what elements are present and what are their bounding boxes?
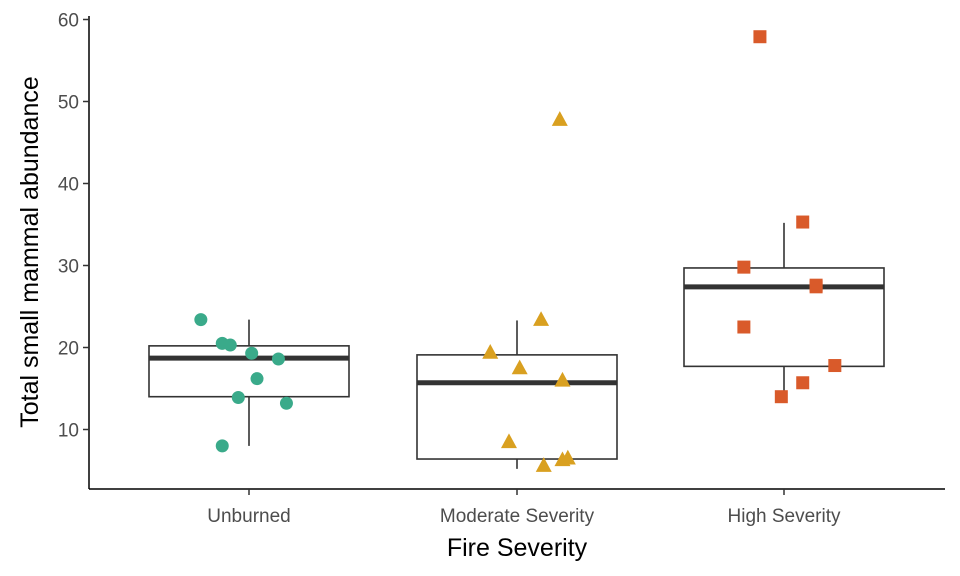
data-point-triangle <box>551 111 568 126</box>
y-ticks: 10 20 30 40 50 60 <box>58 11 89 442</box>
data-point-triangle <box>482 344 499 359</box>
data-point-square <box>796 376 810 390</box>
data-point-circle <box>194 313 208 327</box>
boxes <box>148 222 885 469</box>
data-point-square <box>753 30 767 44</box>
data-point-circle <box>279 396 293 410</box>
y-tick-label: 20 <box>58 339 79 360</box>
data-point-circle <box>271 352 285 366</box>
data-point-square <box>737 320 751 334</box>
x-ticks: Unburned Moderate Severity High Severity <box>207 489 841 527</box>
y-tick-label: 30 <box>58 257 79 278</box>
data-point-triangle <box>511 359 528 375</box>
box-moderate-severity <box>416 320 618 469</box>
data-point-circle <box>250 372 264 386</box>
data-point-triangle <box>554 371 571 387</box>
y-tick-label: 40 <box>58 175 79 196</box>
data-point-circle <box>245 346 259 360</box>
data-point-triangle <box>554 451 571 467</box>
y-tick-label: 60 <box>58 11 79 32</box>
data-point-square <box>774 390 788 404</box>
data-point-square <box>809 280 823 294</box>
data-point-triangle <box>533 311 550 326</box>
data-point-square <box>796 215 810 229</box>
x-tick-label: Moderate Severity <box>440 506 595 527</box>
data-point-circle <box>223 338 237 352</box>
box-unburned <box>148 319 350 446</box>
data-points <box>194 30 842 472</box>
box-high-severity <box>683 222 885 397</box>
y-tick-label: 10 <box>58 421 79 442</box>
y-axis-title: Total small mammal abundance <box>16 76 44 428</box>
interquartile-box <box>683 267 885 368</box>
data-point-triangle <box>535 457 552 472</box>
axes <box>88 16 945 490</box>
interquartile-box <box>148 345 350 398</box>
data-point-circle <box>231 391 245 405</box>
y-tick-label: 50 <box>58 93 79 114</box>
data-point-square <box>828 359 842 373</box>
data-point-triangle <box>500 433 517 449</box>
data-point-square <box>737 260 751 274</box>
x-tick-label: High Severity <box>728 506 841 527</box>
interquartile-box <box>416 354 618 460</box>
data-point-circle <box>215 439 229 453</box>
x-tick-label: Unburned <box>207 506 290 527</box>
x-axis-title: Fire Severity <box>447 534 588 562</box>
